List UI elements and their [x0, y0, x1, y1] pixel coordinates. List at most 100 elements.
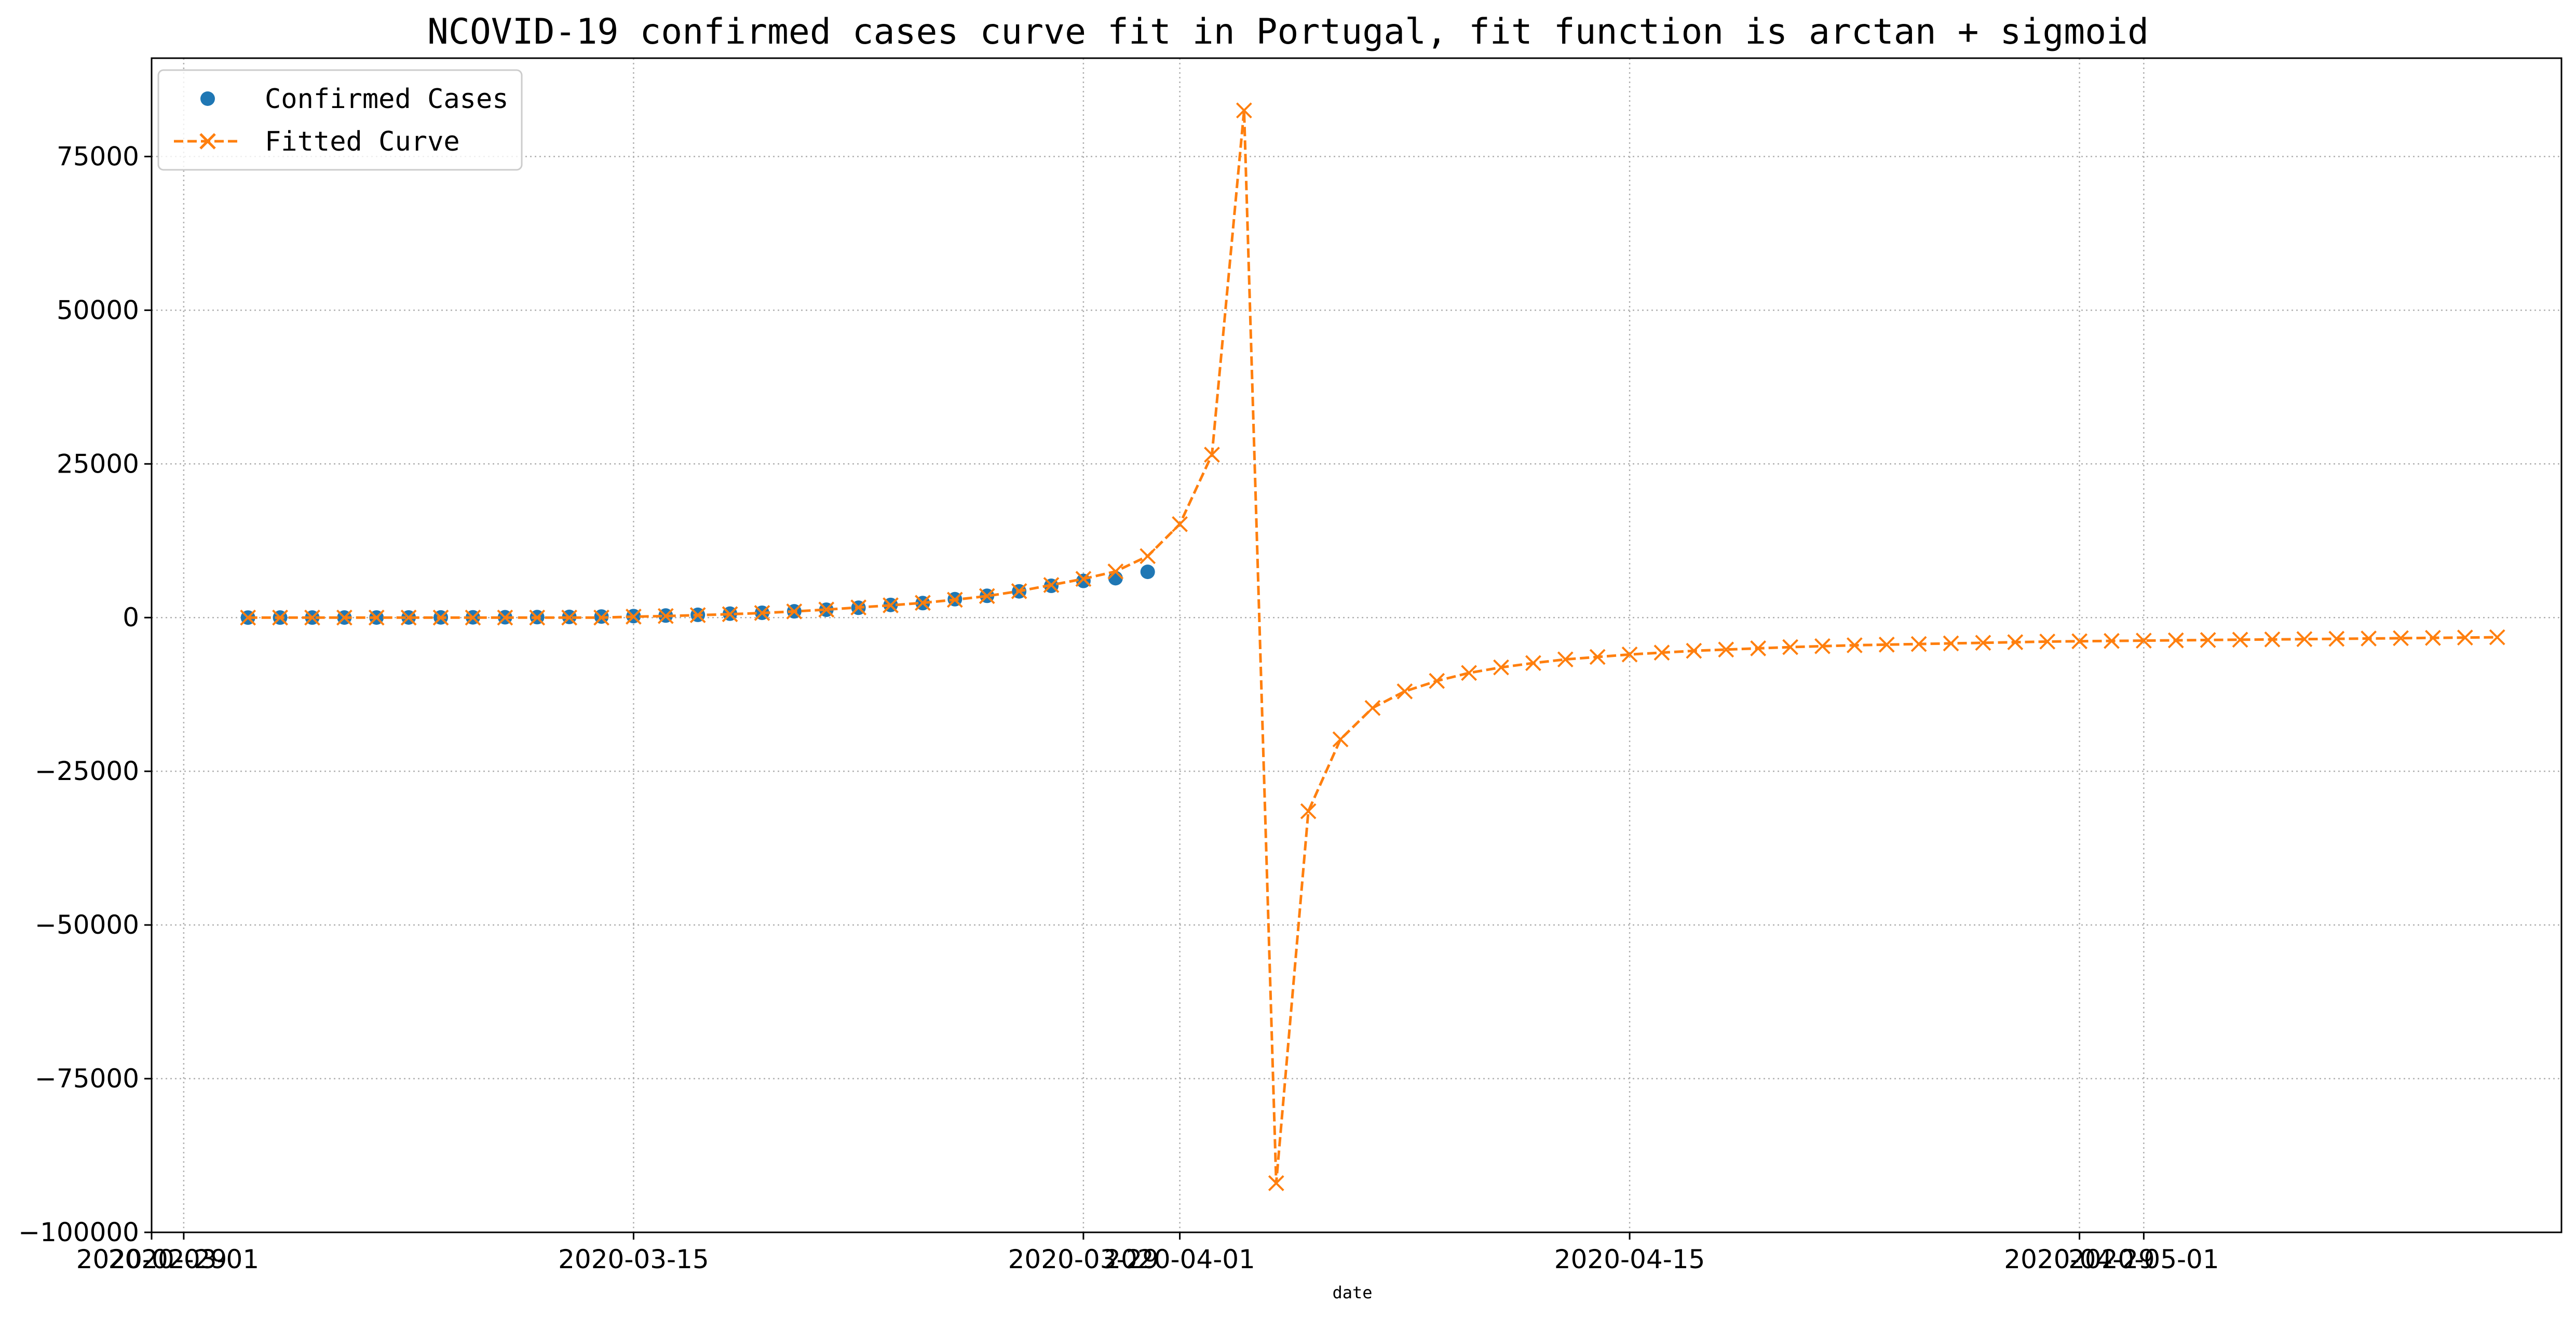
fitted-curve-point [1814, 638, 1831, 654]
fitted-curve-point [1782, 639, 1798, 655]
fitted-curve-point [465, 609, 481, 626]
axis-layer: −100000 −75000 −50000 −25000 0 25000 50000 7500… [18, 141, 2219, 1274]
chart-title: NCOVID-19 confirmed cases curve fit in P… [427, 11, 2149, 52]
fitted-curve-point [2104, 633, 2120, 649]
fitted-curve-point [850, 599, 867, 616]
fitted-curve-point [1397, 683, 1413, 700]
fitted-curve-point [818, 601, 835, 618]
fitted-curve-point [336, 609, 352, 626]
fitted-curve-point [946, 592, 963, 608]
fitted-curve-point [2200, 632, 2216, 648]
fitted-curve-point [1075, 571, 1092, 587]
y-tick-label: −75000 [35, 1064, 139, 1094]
fitted-curve-point [1107, 563, 1124, 580]
plot-frame [151, 57, 2563, 1233]
fitted-curve-point [1043, 577, 1060, 593]
fitted-curve-point [2489, 629, 2505, 646]
fitted-curve-point [1557, 651, 1574, 668]
fitted-curve-point [2167, 632, 2184, 649]
fitted-curve-point [2007, 634, 2024, 650]
fitted-curve-point [529, 609, 546, 626]
fitted-curve-point [1975, 635, 1991, 651]
fitted-curve-point [625, 609, 642, 625]
y-tick-label: 75000 [57, 141, 139, 171]
fitted-curve-point [593, 609, 609, 626]
fitted-curve-point [1653, 644, 1670, 661]
fitted-curve-point [2393, 630, 2409, 647]
fitted-curve-point [432, 609, 449, 626]
fitted-curve-point [272, 609, 288, 626]
fitted-curve-point [1204, 447, 1220, 463]
fitted-curve-point [1300, 803, 1317, 819]
legend-marker-fitted [199, 133, 216, 150]
legend-box [157, 69, 523, 171]
fitted-curve-point [497, 609, 513, 626]
fitted-curve-point [240, 609, 256, 626]
fitted-curve-point [979, 588, 995, 604]
fitted-curve-point [2361, 630, 2377, 647]
x-tick-label: 2020-03-01 [109, 1244, 260, 1274]
fitted-curve-point [2232, 631, 2248, 648]
y-tick-label: −50000 [35, 910, 139, 940]
series-layer [240, 102, 2505, 1191]
x-tick-label: 2020-02-29 [76, 1244, 227, 1274]
fitted-curve-point [1268, 1175, 1284, 1191]
fitted-curve-point [1846, 637, 1863, 653]
x-tick-label: 2020-03-29 [1008, 1244, 1159, 1274]
fitted-curve-point [1943, 635, 1959, 652]
fitted-curve-point [1236, 102, 1252, 119]
fitted-curve-point [883, 597, 899, 613]
fitted-curve-point [1910, 636, 1927, 652]
fitted-curve-point [2457, 629, 2473, 646]
fitted-curve-point [786, 603, 803, 620]
fitted-curve-point [1621, 646, 1638, 663]
fitted-curve-point [400, 609, 417, 626]
fitted-curve-point [1493, 659, 1509, 676]
fitted-curve-point [2425, 629, 2441, 646]
x-tick-label: 2020-05-01 [2068, 1244, 2219, 1274]
fitted-curve-point [1686, 642, 1702, 659]
fitted-curve-point [689, 607, 706, 623]
x-tick-label: 2020-04-01 [1104, 1244, 1255, 1274]
y-tick-label: 0 [123, 602, 139, 633]
fitted-curve-point [2071, 633, 2088, 650]
legend-marker-confirmed [200, 91, 215, 106]
fitted-curve-point [657, 608, 674, 624]
confirmed-cases-point [1140, 565, 1155, 580]
fitted-curve-point [368, 609, 385, 626]
x-tick-label: 2020-04-15 [1554, 1244, 1705, 1274]
fitted-curve-point [1011, 583, 1027, 599]
y-tick-label: −25000 [35, 756, 139, 786]
x-tick-label: 2020-03-15 [558, 1244, 709, 1274]
x-tick-label: 2020-04-29 [2004, 1244, 2155, 1274]
fitted-curve-point [1750, 640, 1767, 656]
fitted-curve-point [2328, 630, 2345, 647]
fitted-curve-point [1589, 649, 1606, 665]
legend-label-confirmed: Confirmed Cases [265, 84, 509, 115]
fitted-curve-point [2264, 631, 2281, 648]
fitted-curve-point [1364, 700, 1381, 716]
fitted-curve-point [722, 606, 738, 623]
legend-label-fitted: Fitted Curve [265, 126, 460, 157]
x-axis-label: date [1332, 1283, 1372, 1302]
y-tick-label: 25000 [57, 449, 139, 479]
fitted-curve-point [304, 609, 320, 626]
legend: Confirmed Cases Fitted Curve [157, 69, 523, 171]
fitted-curve-point [2135, 633, 2152, 649]
fitted-curve-point [1718, 641, 1734, 658]
fitted-curve-point [1140, 548, 1156, 565]
fitted-curve-point [915, 595, 931, 611]
fitted-curve-point [561, 609, 578, 626]
y-tick-label: 50000 [57, 295, 139, 325]
y-tick-label: −100000 [18, 1217, 139, 1247]
fitted-curve-point [2296, 631, 2313, 648]
fitted-curve-point [1525, 655, 1541, 671]
fitted-curve-point [1332, 731, 1349, 748]
fitted-curve-point [754, 604, 770, 621]
fitted-curve-point [1461, 665, 1477, 681]
fitted-curve-point [1429, 673, 1445, 689]
fitted-curve-point [2039, 633, 2056, 650]
fitted-curve-point [1878, 636, 1895, 653]
